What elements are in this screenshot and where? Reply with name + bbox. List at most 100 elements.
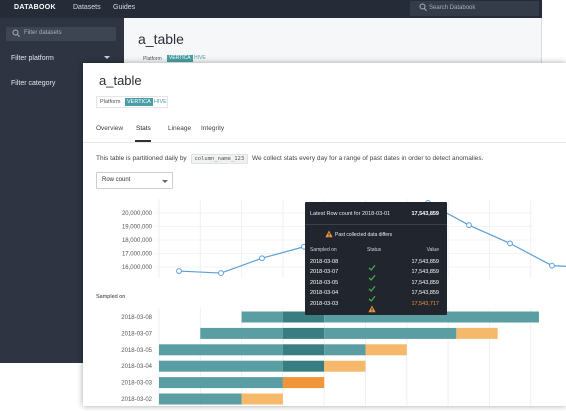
filter-datasets-placeholder: Filter datasets <box>24 30 62 36</box>
tooltip-row: 2018-03-05 17,543,859 <box>305 279 447 292</box>
tooltip-title: Latest Row count for 2018-03-01 <box>310 211 391 217</box>
check-icon <box>368 268 376 286</box>
search-placeholder: Search Databook <box>429 5 476 11</box>
y-tick-label: 18,000,000 <box>122 238 153 244</box>
tab-integrity[interactable]: Integrity <box>201 125 225 132</box>
tooltip-row-value: 17,543,717 <box>411 300 439 307</box>
partition-column: column_name_123 <box>190 154 249 164</box>
row-count-point <box>218 270 224 276</box>
search-icon <box>419 3 427 12</box>
sample-bar-segment <box>159 377 283 389</box>
chevron-down-icon <box>162 180 168 183</box>
sample-bar-segment <box>365 344 407 356</box>
tooltip-row-date: 2018-03-04 <box>310 290 339 297</box>
sample-bar-segment <box>324 311 539 323</box>
chevron-down-icon <box>104 56 110 59</box>
tooltip-row: 2018-03-03 17,543,717 <box>305 300 447 312</box>
tab-overview[interactable]: Overview <box>96 125 124 132</box>
sample-bar-segment <box>200 327 283 339</box>
tooltip-row-date: 2018-03-07 <box>310 269 339 276</box>
row-count-tooltip: Latest Row count for 2018-03-01 17,543,8… <box>305 202 447 315</box>
platform-badge-hive[interactable]: HIVE <box>154 99 167 105</box>
background-platform-badge-vertica: VERTICA <box>167 55 193 62</box>
tab-divider <box>83 142 566 143</box>
tooltip-row: 2018-03-08 17,543,859 <box>305 259 447 271</box>
tooltip-row-value: 17,543,859 <box>411 279 439 286</box>
sample-bar-segment <box>282 311 325 323</box>
partition-description: This table is partitioned daily by colum… <box>96 154 484 164</box>
platform-label: Platform <box>100 99 121 105</box>
nav-guides[interactable]: Guides <box>113 4 136 11</box>
background-page-title: a_table <box>138 31 184 47</box>
tooltip-col-value: Value <box>426 247 439 253</box>
tooltip-latest-value: 17,543,859 <box>411 211 439 217</box>
sampled-date-label: 2018-03-04 <box>121 364 152 370</box>
sample-bar-segment <box>159 344 283 356</box>
sample-bar-segment <box>282 344 325 356</box>
sampled-date-label: 2018-03-08 <box>121 315 152 321</box>
sample-bar-segment <box>282 377 325 389</box>
metric-select[interactable]: Row count <box>96 172 173 189</box>
tooltip-row: 2018-03-04 17,543,859 <box>305 290 447 303</box>
check-icon <box>368 258 376 276</box>
sampled-date-label: 2018-03-03 <box>121 381 152 387</box>
row-count-point <box>176 268 182 274</box>
tooltip-col-status: Status <box>367 247 382 253</box>
global-search-input[interactable]: Search Databook <box>410 1 539 16</box>
tooltip-row-value: 17,543,859 <box>411 259 439 265</box>
active-tab-indicator <box>135 140 151 142</box>
tooltip-warning-text: Past collected data differs <box>335 232 393 238</box>
table-stats-window: a_table Platform VERTICA HIVE Overview S… <box>83 63 566 406</box>
page-title: a_table <box>99 73 142 88</box>
tooltip-row-date: 2018-03-05 <box>310 279 339 286</box>
sampled-date-label: 2018-03-02 <box>121 397 152 403</box>
tab-stats[interactable]: Stats <box>136 125 151 132</box>
sample-bar-segment <box>159 360 283 372</box>
tab-lineage[interactable]: Lineage <box>168 125 192 132</box>
tooltip-row: 2018-03-07 17,543,859 <box>305 269 447 282</box>
y-tick-label: 19,000,000 <box>122 225 153 231</box>
row-count-point <box>466 222 472 229</box>
sample-bar-segment <box>324 344 366 356</box>
tooltip-row-value: 17,543,859 <box>411 269 439 276</box>
sample-bar-segment <box>324 327 457 339</box>
sample-bar-segment <box>241 393 283 405</box>
top-nav-bar: DATABOOK Datasets Guides Search Databook <box>0 0 542 18</box>
sampled-on-axis-label: Sampled on <box>96 294 126 300</box>
y-tick-label: 20,000,000 <box>122 211 153 217</box>
sample-bar-segment <box>324 360 366 372</box>
row-count-point <box>259 255 265 262</box>
background-platform-label: Platform <box>143 56 162 62</box>
warning-icon <box>325 230 333 238</box>
sample-bar-segment <box>456 327 498 339</box>
description-prefix: This table is partitioned daily by <box>96 155 187 162</box>
filter-platform-dropdown[interactable]: Filter platform <box>11 55 54 62</box>
tooltip-row-value: 17,543,859 <box>411 290 439 297</box>
row-count-point <box>507 240 513 247</box>
check-icon <box>368 289 376 307</box>
search-icon <box>12 29 20 38</box>
metric-select-value: Row count <box>102 177 131 183</box>
description-suffix: We collect stats every day for a range o… <box>251 155 484 162</box>
platform-tag: Platform VERTICA HIVE <box>96 96 168 108</box>
background-platform-badge-hive: HIVE <box>194 55 206 61</box>
sample-bar-segment <box>282 360 325 372</box>
check-icon <box>368 279 376 297</box>
filter-category-dropdown[interactable]: Filter category <box>11 80 56 87</box>
y-tick-label: 17,000,000 <box>122 252 153 258</box>
sampled-date-label: 2018-03-05 <box>121 348 152 354</box>
tooltip-divider <box>305 224 447 225</box>
tooltip-row-date: 2018-03-03 <box>310 300 339 307</box>
nav-datasets[interactable]: Datasets <box>73 4 101 11</box>
tooltip-col-sampled-on: Sampled on <box>310 247 337 253</box>
platform-badge-vertica[interactable]: VERTICA <box>125 98 153 106</box>
tooltip-row-date: 2018-03-08 <box>310 259 339 265</box>
filter-datasets-input[interactable]: Filter datasets <box>6 27 116 41</box>
sampled-date-label: 2018-03-07 <box>121 331 152 337</box>
row-count-point <box>549 262 555 269</box>
sample-bar-segment <box>282 327 325 339</box>
sample-bar-segment <box>159 393 242 405</box>
brand-logo[interactable]: DATABOOK <box>14 4 56 11</box>
warning-icon <box>368 300 376 318</box>
y-tick-label: 16,000,000 <box>122 265 153 271</box>
